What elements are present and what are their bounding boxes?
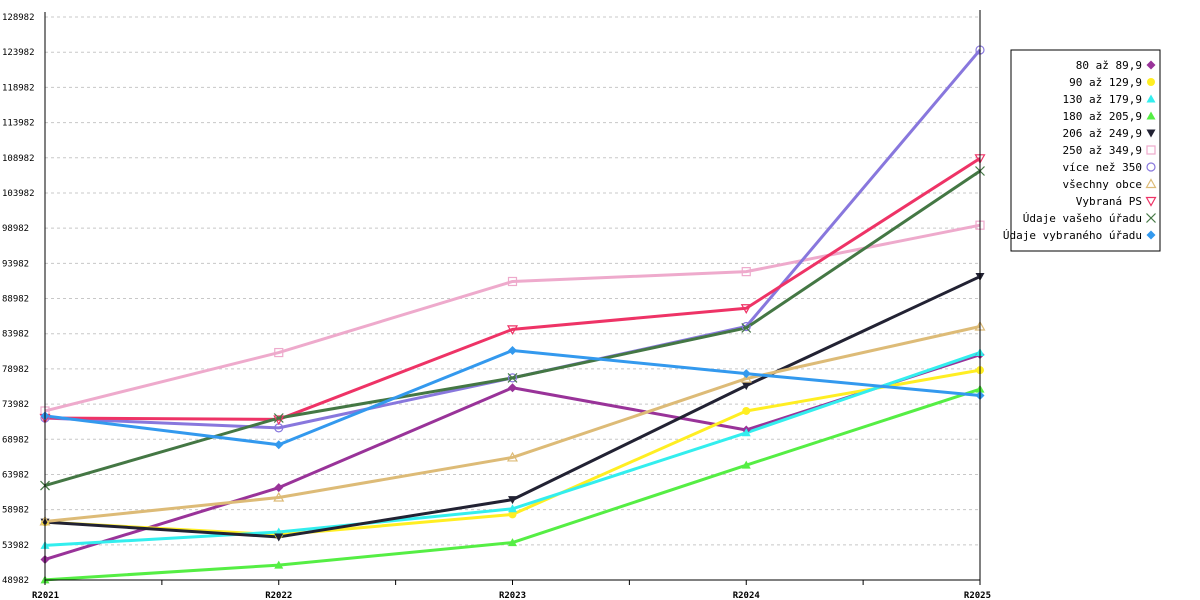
legend-marker (1147, 78, 1155, 86)
series-line (44, 325, 981, 523)
y-tick-label: 98982 (2, 224, 29, 234)
data-point (274, 483, 284, 493)
series-line (44, 348, 981, 447)
cross-stroke (741, 323, 752, 333)
y-tick-label: 83982 (2, 330, 29, 340)
data-point (274, 347, 284, 358)
legend: 80 až 89,9 90 až 129,9 130 až 179,9 180 až … (1003, 49, 1161, 252)
data-point (508, 345, 517, 355)
data-point (740, 372, 752, 383)
legend-marker (1146, 213, 1156, 223)
legend-marker (1146, 162, 1156, 172)
x-tick-label: R2023 (499, 591, 526, 600)
legend-marker (1146, 60, 1156, 70)
legend-label: 90 až 129,9 (1069, 76, 1142, 89)
legend-label: 180 až 205,9 (1063, 110, 1142, 123)
x-tick-label: R2021 (32, 591, 59, 600)
x-tick-label: R2024 (733, 591, 761, 600)
legend-label: Vybraná PS (1076, 195, 1142, 208)
y-tick-label: 73982 (2, 400, 29, 410)
data-point (274, 440, 284, 450)
y-tick-label: 103982 (2, 189, 35, 199)
data-point (508, 510, 517, 519)
series-line (44, 48, 982, 430)
legend-label: 130 až 179,9 (1063, 93, 1142, 106)
legend-box (1010, 49, 1161, 252)
cross-stroke (1146, 213, 1156, 223)
legend-label: více než 350 (1063, 161, 1142, 174)
legend-label: Údaje vybraného úřadu (1003, 229, 1142, 242)
axes (44, 10, 981, 581)
legend-label: Údaje vašeho úřadu (1023, 212, 1142, 225)
data-point (273, 491, 285, 502)
legend-marker (1145, 196, 1157, 207)
data-point (507, 276, 518, 287)
data-point (742, 406, 751, 415)
data-point (506, 325, 519, 336)
legend-label: všechny obce (1063, 178, 1142, 191)
y-tick-label: 58982 (2, 506, 29, 516)
data-point (741, 382, 751, 391)
data-point (508, 504, 517, 513)
y-axis-ticks: 48982 53982 58982 63982 68982 73982 78982 83982… (2, 13, 35, 586)
y-tick-label: 108982 (2, 154, 35, 164)
x-tick-label: R2025 (964, 591, 991, 600)
x-axis-ticks: R2021 R2022 R2023 R2024 R2025 (32, 580, 991, 600)
data-point (741, 428, 751, 437)
legend-marker (1145, 178, 1157, 189)
cross-stroke (507, 372, 518, 383)
data-point (741, 369, 751, 379)
data-point (508, 538, 517, 547)
series-line (44, 157, 981, 421)
legend-marker (1146, 145, 1156, 155)
data-point (274, 533, 284, 542)
data-point (274, 560, 284, 569)
cross-stroke (273, 413, 284, 423)
data-point (273, 413, 284, 423)
y-tick-label: 68982 (2, 435, 29, 445)
legend-marker (1146, 230, 1156, 240)
data-point (507, 372, 518, 383)
legend-marker (1146, 129, 1156, 138)
data-point (741, 321, 751, 332)
y-tick-label: 88982 (2, 295, 29, 305)
data-point (740, 304, 752, 314)
y-tick-label: 123982 (2, 48, 35, 58)
y-tick-label: 113982 (2, 119, 35, 129)
series-line (44, 223, 981, 413)
y-tick-label: 93982 (2, 259, 29, 269)
y-tick-label: 118982 (2, 83, 35, 93)
data-point (741, 267, 751, 277)
data-point (741, 323, 752, 333)
legend-marker (1146, 111, 1156, 120)
y-tick-label: 48982 (2, 576, 29, 586)
data-point (741, 460, 751, 469)
legend-label: 80 až 89,9 (1076, 59, 1142, 72)
y-tick-label: 63982 (2, 470, 29, 480)
legend-label: 250 až 349,9 (1063, 144, 1142, 157)
y-tick-label: 128982 (2, 13, 35, 23)
data-point (508, 383, 517, 393)
series-markers (39, 45, 986, 584)
data-point (506, 451, 519, 462)
x-tick-label: R2022 (265, 591, 292, 600)
data-point (508, 496, 517, 505)
legend-marker (1146, 94, 1156, 103)
y-tick-label: 53982 (2, 541, 29, 551)
legend-label: 206 až 249,9 (1063, 127, 1142, 140)
data-point (507, 373, 518, 383)
y-tick-label: 78982 (2, 365, 29, 375)
